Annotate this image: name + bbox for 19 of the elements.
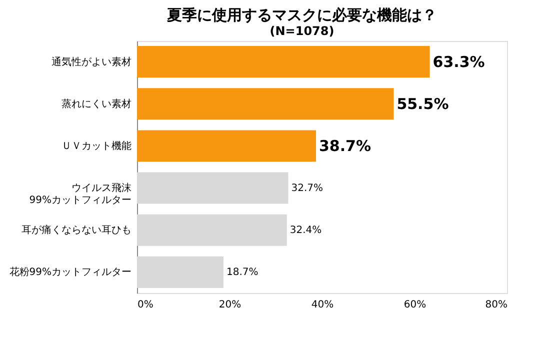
data-label: 18.7% (226, 267, 258, 278)
data-label: 32.7% (291, 183, 324, 194)
y-tick-label: ウイルス飛沫 99%カットフィルター (29, 182, 132, 206)
y-tick-label: 耳が痛くならない耳ひも (22, 224, 132, 236)
x-tick-label: 0% (138, 300, 154, 310)
data-label: 63.3% (432, 52, 485, 71)
y-tick-label: 花粉99%カットフィルター (9, 266, 132, 278)
chart-subtitle: (N=1078) (270, 24, 334, 38)
x-tick-label: 60% (404, 300, 426, 310)
data-label: 32.4% (290, 225, 322, 236)
x-tick-label: 20% (218, 300, 242, 310)
y-tick-label: 蒸れにくい素材 (62, 98, 132, 110)
x-tick-label: 80% (485, 300, 508, 310)
data-label: 38.7% (318, 136, 372, 155)
y-tick-label: 通気性がよい素材 (52, 56, 132, 68)
x-tick-label: 40% (311, 300, 334, 310)
y-tick-label: ＵＶカット機能 (62, 140, 132, 152)
data-label: 55.5% (396, 94, 449, 113)
chart-title: 夏季に使用するマスクに必要な機能は？ (166, 6, 437, 24)
